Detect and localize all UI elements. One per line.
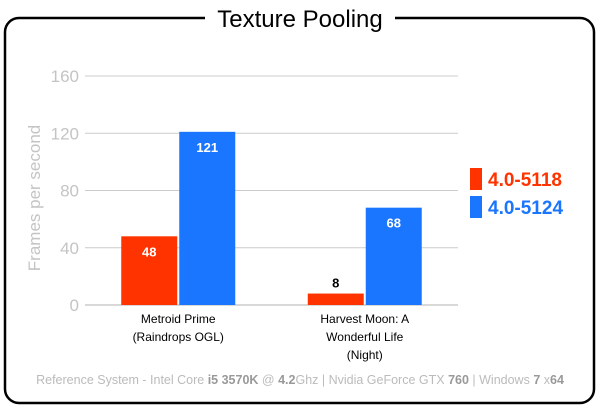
y-tick-label: 0 [70, 296, 79, 315]
bar-4.0-5124 [365, 207, 422, 305]
legend: 4.0-5118 4.0-5124 [470, 168, 563, 219]
bars [121, 131, 422, 305]
legend-label: 4.0-5118 [488, 170, 562, 191]
legend-label: 4.0-5124 [488, 198, 563, 219]
bar-4.0-5124 [179, 131, 236, 305]
x-category-label: Harvest Moon: A Wonderful Life (Night) [320, 312, 409, 362]
legend-swatch [470, 196, 482, 218]
chart-title: Texture Pooling [217, 6, 382, 33]
bar-value-label: 8 [332, 276, 339, 291]
value-labels: 48 121 8 68 [142, 140, 401, 291]
bar-4.0-5118 [121, 236, 178, 305]
y-tick-label: 40 [60, 239, 79, 258]
bar-value-label: 68 [387, 216, 401, 231]
y-tick-label: 160 [51, 67, 79, 86]
x-categories: Metroid Prime (Raindrops OGL) Harvest Moon… [133, 312, 410, 362]
reference-system-footer: Reference System - Intel Core i5 3570K @… [36, 373, 564, 387]
y-axis-title: Frames per second [25, 125, 44, 271]
bar-value-label: 48 [142, 244, 156, 259]
y-tick-label: 120 [51, 124, 79, 143]
legend-swatch [470, 168, 482, 190]
y-ticks: 0 40 80 120 160 [51, 67, 79, 315]
bar-4.0-5118 [307, 293, 364, 305]
x-category-label: Metroid Prime (Raindrops OGL) [133, 312, 224, 344]
bar-value-label: 121 [196, 140, 218, 155]
title-gap [205, 8, 395, 30]
y-tick-label: 80 [60, 182, 79, 201]
